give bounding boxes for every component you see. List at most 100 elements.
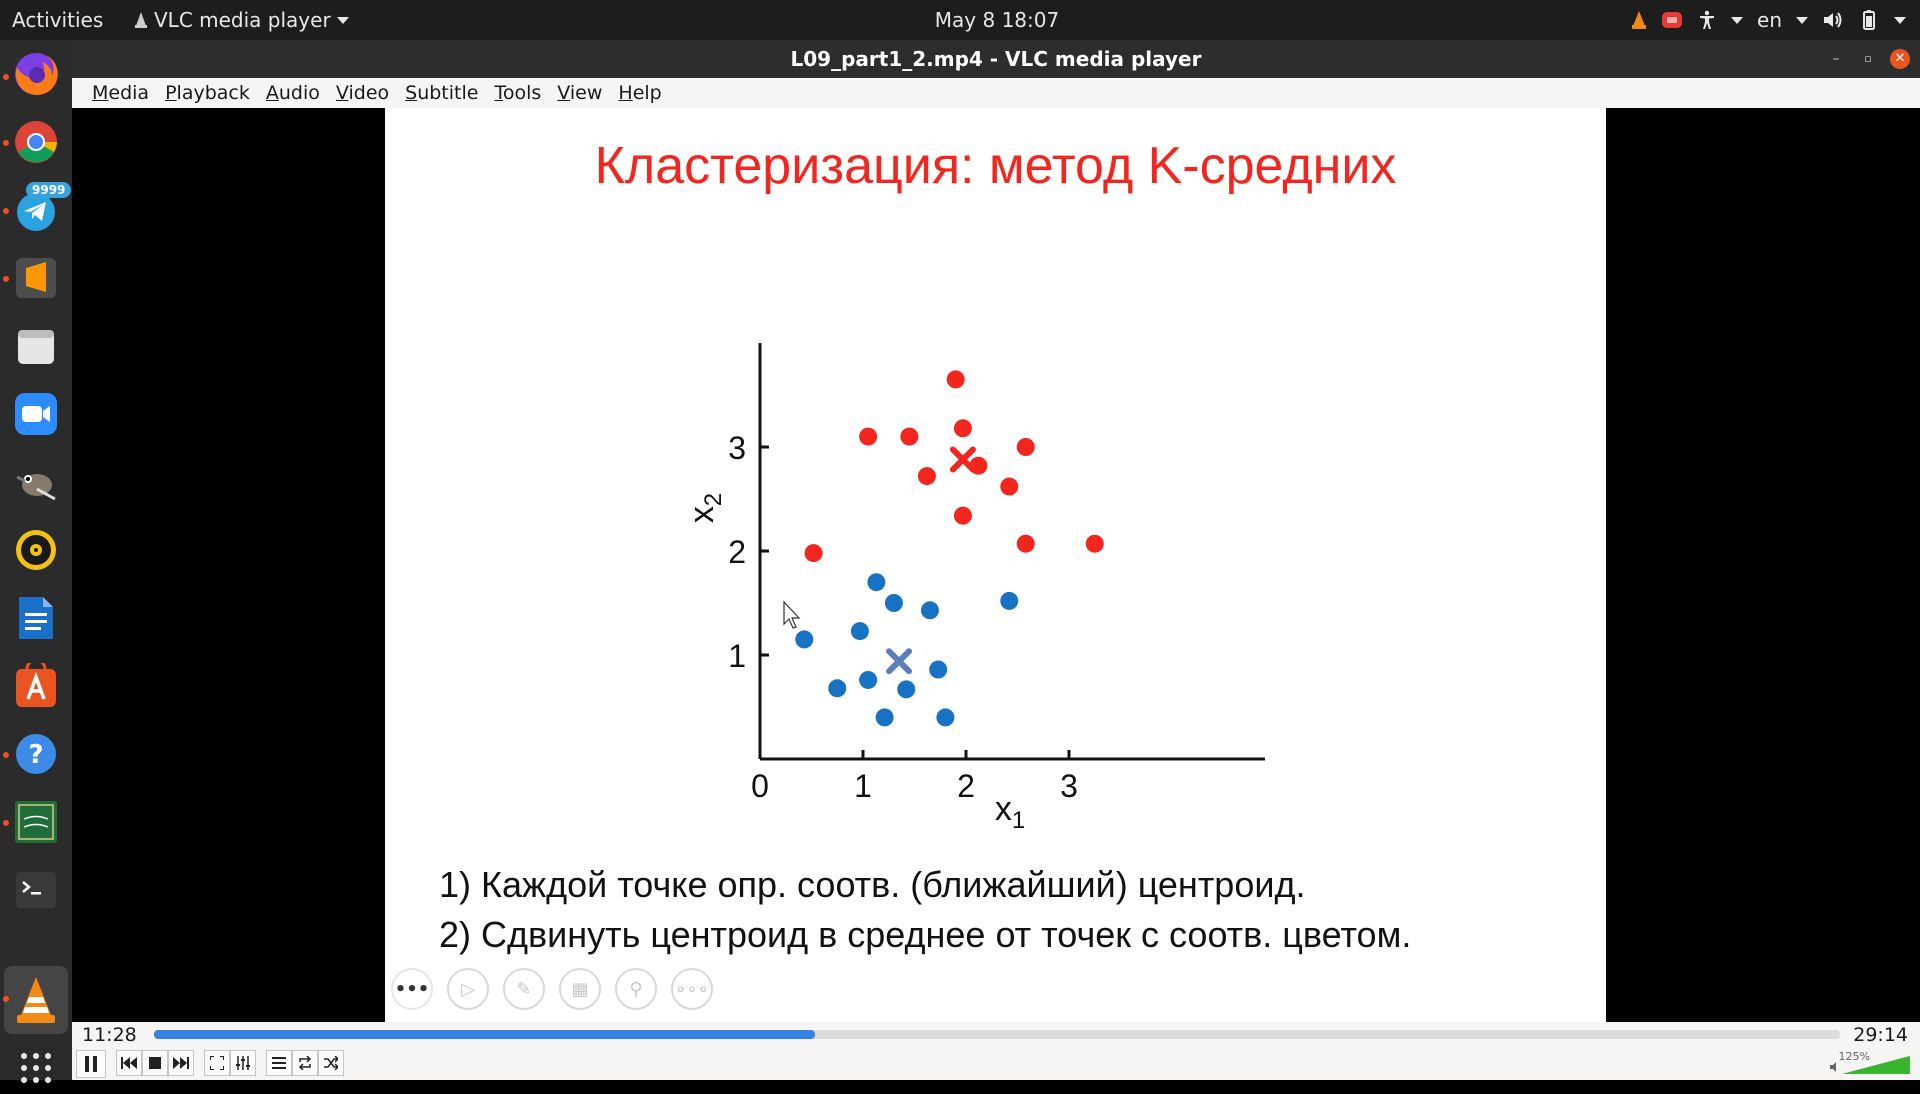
rhythmbox-icon[interactable] [10, 524, 62, 576]
menu-video[interactable]: Video [335, 82, 390, 104]
running-indicator [3, 996, 9, 1002]
red-point [953, 419, 972, 438]
video-area[interactable]: Кластеризация: метод K-средних 0 1 2 3 1 2 3 x… [72, 108, 1920, 1022]
y-tick-label: 1 [728, 638, 746, 674]
running-indicator [3, 140, 9, 146]
running-indicator [3, 820, 9, 826]
writer-icon[interactable] [10, 592, 62, 644]
telegram-icon[interactable] [10, 184, 62, 236]
seek-bar[interactable] [154, 1030, 1840, 1039]
menu-playback[interactable]: Playback [165, 82, 250, 104]
blue-point [1000, 591, 1019, 610]
y-tick-label: 3 [728, 430, 746, 466]
blue-point [897, 680, 916, 699]
more-icon[interactable]: ∘∘∘ [671, 968, 713, 1010]
chrome-icon[interactable] [10, 116, 62, 168]
playlist-icon [272, 1057, 286, 1069]
more-options-icon[interactable]: ••• [391, 968, 433, 1010]
previous-button[interactable] [116, 1050, 142, 1076]
zoom-icon[interactable] [10, 388, 62, 440]
vlc-icon[interactable] [10, 974, 62, 1026]
clock[interactable]: May 8 18:07 [934, 8, 1060, 32]
blue-point [867, 573, 886, 592]
time-elapsed[interactable]: 11:28 [82, 1024, 137, 1046]
running-indicator [3, 752, 9, 758]
next-button[interactable] [168, 1050, 194, 1076]
chevron-down-icon[interactable] [1894, 16, 1906, 24]
red-point [1000, 477, 1019, 496]
software-center-icon[interactable] [10, 660, 62, 712]
extended-settings-button[interactable] [230, 1050, 256, 1076]
gimp-icon[interactable] [10, 456, 62, 508]
blue-point [929, 660, 948, 679]
window-titlebar[interactable]: L09_part1_2.mp4 - VLC media player – ▫ ✕ [72, 40, 1920, 78]
terminal-icon[interactable] [10, 864, 62, 916]
fullscreen-button[interactable] [204, 1050, 230, 1076]
system-tray: en [1631, 6, 1906, 34]
maximize-icon[interactable]: ▫ [1864, 52, 1872, 65]
vlc-tray-icon[interactable] [1631, 11, 1647, 29]
menu-view[interactable]: View [557, 82, 603, 104]
red-point [1016, 534, 1035, 553]
blue-point [795, 630, 814, 649]
pen-icon[interactable]: ✎ [503, 968, 545, 1010]
minimize-icon[interactable]: – [1832, 51, 1840, 67]
blue-point [850, 622, 869, 641]
app-icon[interactable] [10, 796, 62, 848]
accessibility-icon[interactable] [1697, 10, 1717, 30]
menu-audio[interactable]: Audio [265, 82, 320, 104]
red-centroid [949, 446, 976, 473]
x-tick-label: 3 [1060, 768, 1078, 804]
y-axis-label: x2 [683, 493, 727, 523]
loop-button[interactable] [292, 1050, 318, 1076]
shuffle-button[interactable] [318, 1050, 344, 1076]
loop-icon [298, 1056, 312, 1070]
blue-point [828, 679, 847, 698]
play-outline-icon[interactable]: ▷ [447, 968, 489, 1010]
chevron-down-icon[interactable] [1796, 16, 1808, 24]
playback-controls: 11:28 29:14 125% [72, 1022, 1920, 1080]
activities-button[interactable]: Activities [12, 8, 104, 32]
blue-point [936, 708, 955, 727]
vlc-small-icon [135, 12, 147, 28]
chevron-down-icon[interactable] [1731, 16, 1744, 24]
language-indicator[interactable]: en [1757, 8, 1782, 32]
chevron-down-icon [336, 16, 349, 24]
firefox-icon[interactable] [10, 48, 62, 100]
mouse-cursor [783, 600, 801, 629]
time-total[interactable]: 29:14 [1853, 1024, 1908, 1046]
close-icon[interactable]: ✕ [1890, 49, 1910, 69]
playlist-button[interactable] [266, 1050, 292, 1076]
menu-help[interactable]: Help [618, 82, 662, 104]
blue-point [875, 708, 894, 727]
volume-icon[interactable] [1822, 10, 1844, 30]
red-point [1016, 438, 1035, 456]
presentation-slide: Кластеризация: метод K-средних 0 1 2 3 1 2 3 x… [385, 108, 1606, 1022]
menu-subtitle[interactable]: Subtitle [405, 82, 479, 104]
y-tick-label: 2 [728, 534, 746, 570]
recorder-tray-icon[interactable] [1661, 10, 1683, 30]
window-title: L09_part1_2.mp4 - VLC media player [790, 47, 1202, 71]
slides-icon[interactable]: ▦ [559, 968, 601, 1010]
menu-tools[interactable]: Tools [494, 82, 542, 104]
pause-button[interactable] [76, 1050, 106, 1078]
files-icon[interactable] [10, 320, 62, 372]
app-menu-label: VLC media player [154, 8, 331, 32]
seek-bar-fill [154, 1030, 815, 1039]
volume-level: 125% [1838, 1050, 1870, 1063]
blue-point [884, 594, 903, 612]
menu-media[interactable]: Media [92, 82, 150, 104]
red-point [859, 427, 878, 446]
volume-slider[interactable] [1830, 1052, 1912, 1076]
show-applications-icon[interactable] [10, 1042, 62, 1094]
sublime-text-icon[interactable] [10, 252, 62, 304]
zoom-icon[interactable]: ⚲ [615, 968, 657, 1010]
help-icon[interactable]: ? [10, 728, 62, 780]
battery-icon[interactable] [1858, 10, 1880, 30]
x-tick-label: 1 [854, 768, 872, 804]
red-point [900, 427, 919, 446]
control-buttons [76, 1050, 344, 1078]
stop-button[interactable] [142, 1050, 168, 1076]
running-indicator [3, 276, 9, 282]
app-menu[interactable]: VLC media player [134, 8, 349, 32]
